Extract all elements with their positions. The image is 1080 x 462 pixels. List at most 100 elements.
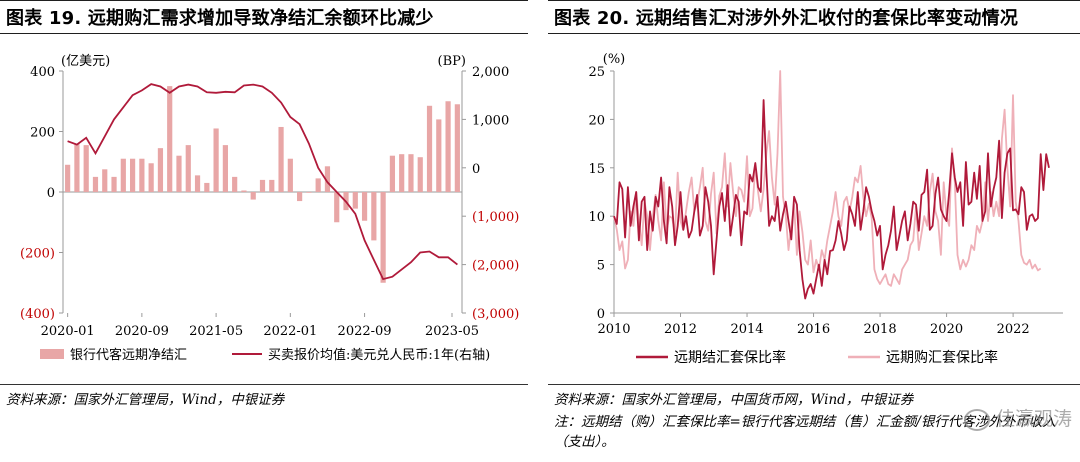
x-tick-label: 2022-01 bbox=[263, 324, 317, 339]
left-chart: 400 200 0 (200) (400) 2,000 1,000 0 (1,000) (2,00… bbox=[20, 54, 519, 363]
right-tick-label: (3,000) bbox=[472, 307, 519, 322]
bar-net-forward-settlement bbox=[334, 192, 340, 223]
bar-net-forward-settlement bbox=[129, 158, 136, 192]
left-tick-label: 400 bbox=[30, 65, 55, 80]
bar-net-forward-settlement bbox=[111, 176, 117, 192]
bar-net-forward-settlement bbox=[241, 190, 247, 192]
x-tick-label: 2020-01 bbox=[41, 324, 95, 339]
right-note: 注：远期结（购）汇套保比率=银行代客远期结（售）汇金额/银行代客涉外外币收入（支… bbox=[554, 414, 1056, 450]
y-tick-label: 5 bbox=[597, 259, 605, 274]
right-tick-label: (2,000) bbox=[472, 259, 519, 274]
watermark-text: 佳瀛观涛 bbox=[995, 408, 1072, 430]
left-tick-label: 0 bbox=[47, 186, 55, 201]
bar-net-forward-settlement bbox=[250, 192, 256, 200]
right-chart-title: 图表 20. 远期结售汇对涉外外汇收付的套保比率变动情况 bbox=[554, 8, 1019, 29]
right-chart: 0 5 10 15 20 25(%) 2010 2012 2014 2016 2018 2020 202… bbox=[588, 52, 1063, 366]
bar-net-forward-settlement bbox=[157, 148, 164, 192]
left-chart-title: 图表 19. 远期购汇需求增加导致净结汇余额环比减少 bbox=[6, 8, 434, 29]
bar-net-forward-settlement bbox=[306, 192, 312, 193]
x-tick-label: 2021-05 bbox=[189, 324, 243, 339]
bar-net-forward-settlement bbox=[352, 192, 358, 209]
right-tick-label: (1,000) bbox=[472, 210, 519, 225]
bar-net-forward-settlement bbox=[120, 158, 126, 192]
x-tick-label: 2020 bbox=[930, 322, 963, 337]
right-source-rule bbox=[548, 384, 1080, 385]
left-chart-panel: 图表 19. 远期购汇需求增加导致净结汇余额环比减少 400 200 0 (200) (… bbox=[0, 0, 528, 462]
legend-settlement-label: 远期结汇套保比率 bbox=[674, 349, 786, 366]
left-axis-unit: (亿美元) bbox=[61, 54, 110, 69]
x-tick-label: 2010 bbox=[597, 322, 630, 337]
bar-net-forward-settlement bbox=[148, 163, 154, 192]
x-tick-label: 2016 bbox=[797, 322, 830, 337]
line-forward-purchase-hedge-ratio bbox=[613, 70, 1042, 287]
bar-net-forward-settlement bbox=[380, 192, 386, 283]
bar-net-forward-settlement bbox=[74, 143, 80, 192]
line-forward-settlement-hedge-ratio bbox=[613, 99, 1050, 300]
x-tick-label: 2012 bbox=[664, 322, 697, 337]
left-tick-label: (400) bbox=[20, 307, 55, 322]
right-title-rule bbox=[548, 33, 1080, 34]
bar-net-forward-settlement bbox=[194, 175, 201, 192]
legend-bar-label: 银行代客远期净结汇 bbox=[70, 347, 187, 363]
bar-net-forward-settlement bbox=[92, 176, 99, 192]
legend-purchase-label: 远期购汇套保比率 bbox=[886, 349, 998, 366]
right-tick-label: 2,000 bbox=[472, 65, 509, 80]
bar-net-forward-settlement bbox=[389, 155, 396, 192]
right-source: 资料来源：国家外汇管理局，中国货币网，Wind，中银证券 bbox=[554, 392, 914, 408]
bar-net-forward-settlement bbox=[399, 154, 405, 192]
left-title-rule bbox=[0, 33, 528, 34]
left-source: 资料来源：国家外汇管理局，Wind，中银证券 bbox=[6, 392, 285, 408]
bar-net-forward-settlement bbox=[426, 105, 433, 192]
watermark: 佳瀛观涛 bbox=[963, 404, 1072, 431]
bar-net-forward-settlement bbox=[436, 119, 442, 192]
bar-net-forward-settlement bbox=[83, 145, 89, 192]
y-tick-label: 25 bbox=[588, 65, 605, 80]
x-tick-label: 2018 bbox=[864, 322, 897, 337]
bar-net-forward-settlement bbox=[445, 101, 451, 192]
x-tick-label: 2022-09 bbox=[338, 324, 392, 339]
x-tick-label: 2020-09 bbox=[115, 324, 169, 339]
line-usdcny-1y-swap bbox=[67, 83, 458, 281]
bar-net-forward-settlement bbox=[417, 157, 423, 192]
right-top-rule bbox=[548, 0, 1080, 1]
bar-net-forward-settlement bbox=[287, 158, 293, 192]
bar-net-forward-settlement bbox=[315, 178, 321, 192]
y-axis-unit: (%) bbox=[603, 52, 626, 67]
bar-net-forward-settlement bbox=[259, 179, 266, 192]
bar-net-forward-settlement bbox=[167, 86, 173, 192]
left-source-rule bbox=[0, 384, 528, 385]
y-tick-label: 15 bbox=[588, 162, 605, 177]
y-tick-label: 10 bbox=[588, 210, 605, 225]
y-tick-label: 0 bbox=[597, 307, 605, 322]
bar-net-forward-settlement bbox=[324, 166, 331, 192]
bar-net-forward-settlement bbox=[232, 176, 238, 192]
x-tick-label: 2023-05 bbox=[425, 324, 479, 339]
bar-net-forward-settlement bbox=[269, 179, 275, 192]
bar-net-forward-settlement bbox=[297, 192, 303, 202]
right-axis-unit: (BP) bbox=[438, 54, 466, 69]
x-tick-label: 2022 bbox=[997, 322, 1030, 337]
bar-net-forward-settlement bbox=[65, 164, 71, 192]
wechat-logo-icon bbox=[963, 408, 990, 431]
bar-net-forward-settlement bbox=[454, 104, 460, 192]
bar-net-forward-settlement bbox=[361, 192, 368, 221]
bar-net-forward-settlement bbox=[102, 169, 108, 192]
y-tick-label: 20 bbox=[588, 113, 605, 128]
right-chart-panel: 图表 20. 远期结售汇对涉外外汇收付的套保比率变动情况 0 5 10 15 20 25(… bbox=[548, 0, 1080, 462]
bar-net-forward-settlement bbox=[139, 158, 145, 192]
legend-line-label: 买卖报价均值:美元兑人民币:1年(右轴) bbox=[268, 347, 490, 363]
bar-net-forward-settlement bbox=[371, 192, 377, 241]
bar-net-forward-settlement bbox=[204, 182, 210, 192]
legend-bar-swatch bbox=[40, 349, 64, 359]
left-tick-label: (200) bbox=[20, 247, 55, 262]
bar-net-forward-settlement bbox=[408, 154, 414, 192]
right-tick-label: 1,000 bbox=[472, 113, 509, 128]
bar-net-forward-settlement bbox=[222, 145, 228, 192]
left-top-rule bbox=[0, 0, 528, 1]
left-tick-label: 200 bbox=[30, 126, 55, 141]
bar-net-forward-settlement bbox=[176, 155, 182, 192]
bar-net-forward-settlement bbox=[213, 128, 219, 192]
right-tick-label: 0 bbox=[472, 162, 480, 177]
bar-net-forward-settlement bbox=[185, 145, 191, 192]
bar-net-forward-settlement bbox=[278, 126, 284, 192]
